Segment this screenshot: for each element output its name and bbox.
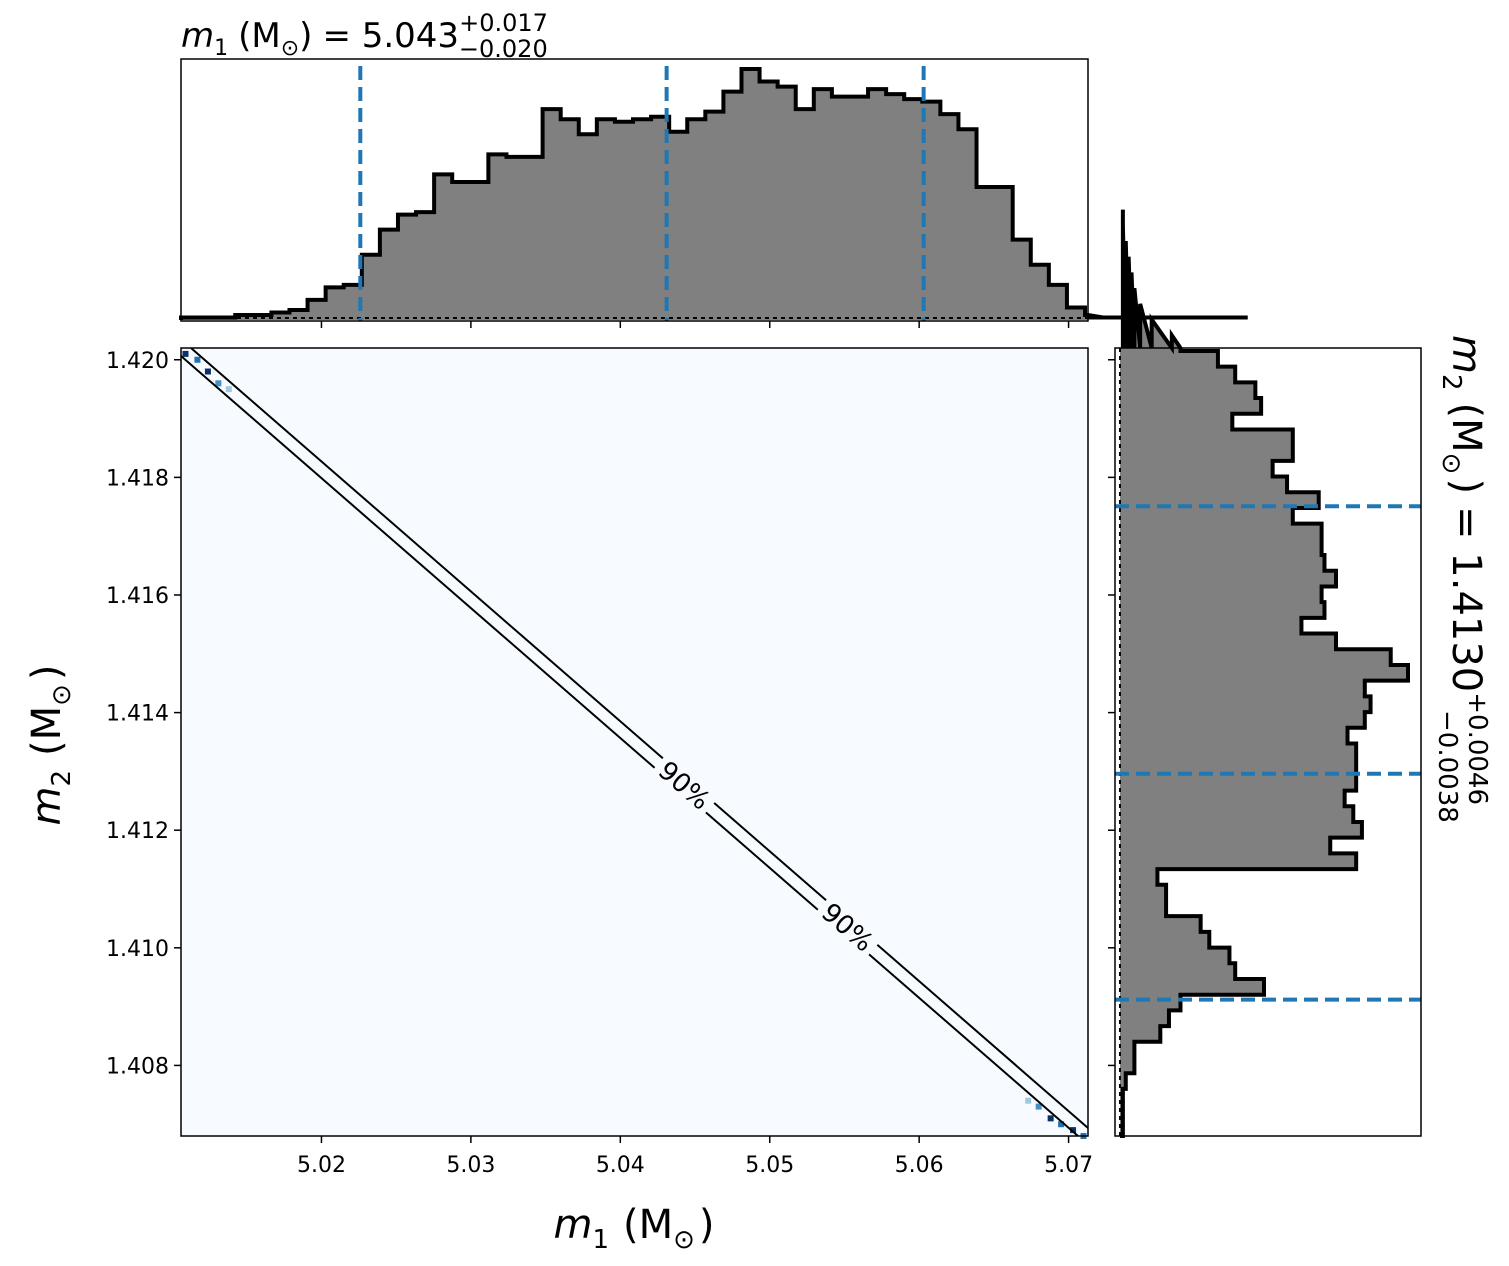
y-tick-label-6: 1.420 (106, 349, 169, 374)
top-x-ticks (320, 321, 1070, 328)
x-tick-label-2: 5.04 (596, 1153, 645, 1178)
y-tick-label-5: 1.418 (106, 466, 169, 491)
right-histogram-fill (1120, 209, 1408, 1137)
right-quantile-lines (1115, 504, 1421, 1002)
right-title-unit-sub: ⊙ (1436, 453, 1466, 475)
right-title-sub: 2 (1436, 374, 1466, 391)
density-cell-2 (204, 368, 211, 375)
top-title-upper: +0.017 (459, 9, 548, 37)
density-cell-9 (1070, 1127, 1077, 1134)
x-tick-label-0: 5.02 (297, 1153, 346, 1178)
right-title-lower: −0.0038 (1432, 710, 1462, 823)
y-tick-label-1: 1.410 (106, 937, 169, 962)
top-panel-frame (180, 58, 1089, 322)
y-axis-label: m2 (M⊙) (24, 664, 77, 825)
right-title-unit-close: ) (1443, 478, 1489, 494)
density-cell-5 (1025, 1097, 1032, 1104)
top-title-lower: −0.020 (459, 35, 548, 63)
contour-line-upper (190, 347, 1089, 1129)
top-histogram-outline (179, 67, 1248, 320)
joint-x-axis: 5.02 5.03 5.04 5.05 5.06 5.07 (297, 1136, 1093, 1178)
joint-background (181, 348, 1088, 1136)
y-label-unit-sub: ⊙ (47, 684, 77, 706)
top-histogram-fill (181, 69, 1248, 320)
density-cell-7 (1047, 1115, 1054, 1122)
top-title: m1 (M⊙) = 5.043+0.017 −0.020 (181, 9, 548, 63)
y-label-sub: 2 (47, 770, 77, 787)
x-tick-label-5: 5.07 (1044, 1153, 1093, 1178)
x-label-unit-sub: ⊙ (673, 1225, 695, 1255)
right-panel-frame (1114, 347, 1422, 1137)
y-tick-label-3: 1.414 (106, 702, 169, 727)
joint-panel-frame (180, 347, 1089, 1137)
x-label-sub: 1 (592, 1225, 609, 1255)
y-tick-label-4: 1.416 (106, 584, 169, 609)
top-title-sub: 1 (214, 36, 228, 61)
x-axis-label: m1 (M⊙) (553, 1202, 714, 1255)
y-label-unit-close: ) (24, 664, 70, 680)
top-title-unit-sub: ⊙ (281, 36, 299, 61)
top-quantile-lines (358, 66, 926, 321)
y-label-unit: (M (24, 706, 70, 756)
x-tick-label-3: 5.05 (745, 1153, 794, 1178)
top-title-unit: (M (238, 16, 281, 56)
right-marginal-panel: m2 (M⊙) = 1.4130+0.0046−0.0038 (1108, 209, 1492, 1138)
top-marginal-panel: m1 (M⊙) = 5.043+0.017 −0.020 (179, 9, 1248, 328)
y-label-var: m (24, 787, 70, 826)
right-title-unit: (M (1443, 403, 1489, 453)
right-title-eq: = 1.4130 (1443, 506, 1489, 692)
right-title-upper: +0.0046 (1462, 692, 1492, 805)
x-tick-label-4: 5.06 (895, 1153, 944, 1178)
joint-panel: 90%90% 5.02 5.03 5.04 5.05 5.06 5.07 1.4081.4… (24, 347, 1093, 1255)
y-tick-label-2: 1.412 (106, 819, 169, 844)
x-label-var: m (553, 1202, 592, 1248)
density-cell-8 (1058, 1121, 1065, 1128)
contour-label-bg-0 (649, 752, 720, 819)
density-cell-1 (194, 356, 201, 363)
x-label-unit-close: ) (699, 1202, 715, 1248)
density-cell-3 (215, 380, 222, 387)
right-histogram-outline (1120, 209, 1410, 1138)
x-tick-label-1: 5.03 (446, 1153, 495, 1178)
density-cell-4 (225, 386, 232, 393)
contour-label-bg-1 (812, 894, 883, 961)
right-title: m2 (M⊙) = 1.4130+0.0046−0.0038 (1432, 335, 1492, 823)
y-tick-label-0: 1.408 (106, 1054, 169, 1079)
density-cell-6 (1035, 1103, 1042, 1110)
right-y-ticks (1108, 359, 1115, 1067)
density-cell-0 (182, 350, 189, 357)
top-title-var: m (181, 16, 214, 56)
top-title-unit-close: ) (299, 16, 312, 56)
right-title-var: m (1443, 335, 1489, 374)
joint-y-axis: 1.408 1.410 1.412 1.414 1.416 1.418 1.420 (106, 349, 181, 1079)
top-title-eq: = 5.043 (322, 16, 459, 56)
contour-line-lower (180, 355, 1079, 1137)
x-label-unit: (M (623, 1202, 673, 1248)
